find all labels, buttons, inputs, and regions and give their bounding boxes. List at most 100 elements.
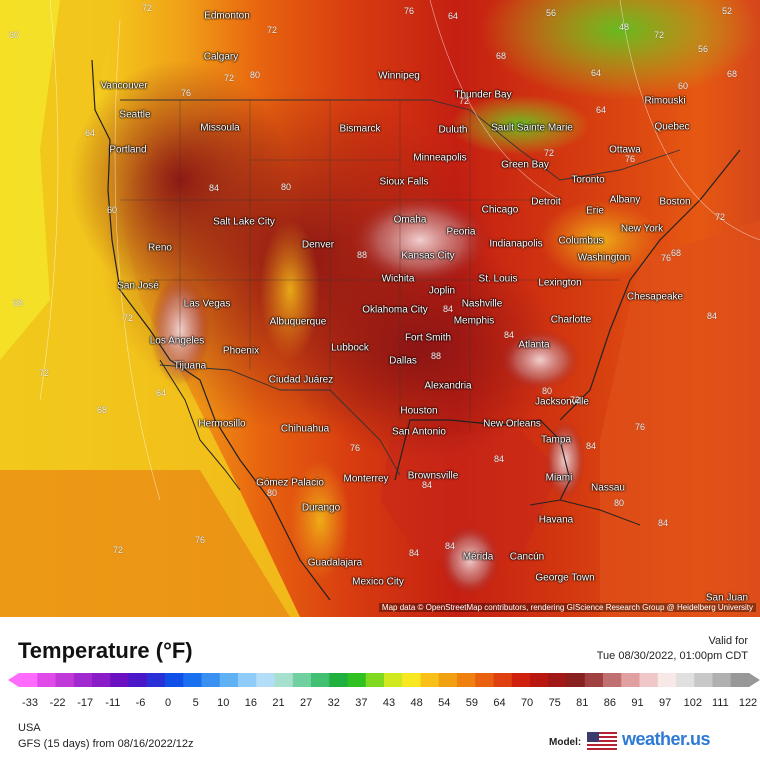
city-label: Albany <box>609 194 641 206</box>
city-label: San Antonio <box>392 426 446 438</box>
isotherm-label: 84 <box>421 480 433 490</box>
colorbar-swatch <box>712 673 732 687</box>
colorbar-swatch <box>256 673 275 687</box>
city-label: Lubbock <box>331 342 369 354</box>
city-label: Rimouski <box>644 95 686 107</box>
colorbar-tick-label: -33 <box>22 697 38 709</box>
colorbar-swatch <box>365 673 385 687</box>
isotherm-label: 84 <box>503 330 515 340</box>
city-label: Toronto <box>571 174 605 186</box>
city-label: Atlanta <box>518 339 550 351</box>
isotherm-label: 64 <box>595 105 607 115</box>
city-label: Salt Lake City <box>213 216 275 228</box>
gulf-of-mexico <box>380 430 560 560</box>
city-label: Quebec <box>654 121 690 133</box>
colorbar-swatch <box>311 673 330 687</box>
isotherm-label: 80 <box>266 488 278 498</box>
city-label: Columbus <box>558 235 604 247</box>
city-label: Ciudad Juárez <box>268 374 334 386</box>
city-label: Peoria <box>446 226 476 238</box>
model-run-label: GFS (15 days) from 08/16/2022/12z <box>18 738 194 750</box>
colorbar-swatch <box>219 673 239 687</box>
colorbar-swatch <box>73 673 93 687</box>
colorbar-swatch <box>694 673 713 687</box>
city-label: Fort Smith <box>404 332 452 344</box>
colorbar-swatch <box>566 673 586 687</box>
us-canada-border <box>120 99 681 181</box>
map-attribution[interactable]: Map data © OpenStreetMap contributors, r… <box>378 603 756 612</box>
city-label: Brownsville <box>407 470 459 482</box>
isotherm-label: 76 <box>349 443 361 453</box>
isotherm-label: 72 <box>223 73 235 83</box>
isotherm-label: 80 <box>541 386 553 396</box>
city-label: Kansas City <box>401 250 455 262</box>
isotherm-label: 64 <box>447 11 459 21</box>
city-label: Houston <box>400 405 438 417</box>
isotherm-label: 60 <box>106 205 118 215</box>
temperature-map[interactable]: Edmonton Calgary Winnipeg Vancouver Thunder … <box>0 0 760 617</box>
isotherm-label: 84 <box>657 518 669 528</box>
isotherm-label: 72 <box>458 96 470 106</box>
city-label: Oklahoma City <box>362 304 428 316</box>
colorbar-tick-label: 122 <box>738 697 758 709</box>
city-label: Erie <box>586 205 604 217</box>
city-label: Indianapolis <box>489 238 543 250</box>
colorbar-swatch <box>493 673 513 687</box>
colorbar-swatch <box>420 673 440 687</box>
isotherm-label: 84 <box>208 183 220 193</box>
colorbar-tick-label: 97 <box>659 697 672 709</box>
valid-time: Tue 08/30/2022, 01:00pm CDT <box>596 650 748 662</box>
city-label: Sault Sainte Marie <box>491 122 573 134</box>
colorbar-tick-label: 48 <box>410 697 423 709</box>
isotherm-label: 76 <box>403 6 415 16</box>
isotherm-label: 72 <box>543 148 555 158</box>
city-label: Minneapolis <box>413 152 467 164</box>
colorbar-swatch <box>657 673 677 687</box>
isotherm-label: 76 <box>624 154 636 164</box>
city-label: Mexico City <box>352 576 404 588</box>
city-label: San José <box>117 280 159 292</box>
colorbar-tick-label: 21 <box>272 697 285 709</box>
us-flag-icon <box>587 732 617 750</box>
colorbar-swatch <box>530 673 549 687</box>
isotherm-label: 72 <box>122 313 134 323</box>
colorbar-tick-label: 91 <box>631 697 644 709</box>
colorbar-swatch <box>274 673 294 687</box>
isotherm-label: 88 <box>356 250 368 260</box>
colorbar-tick-label: 43 <box>382 697 396 709</box>
isotherm-label: 72 <box>653 30 665 40</box>
gulf-coast <box>394 419 571 501</box>
colorbar-max-arrow <box>749 673 760 687</box>
city-label: Las Vegas <box>183 298 231 310</box>
weather-us-logo[interactable]: weather.us <box>622 729 711 749</box>
colorbar-tick-label: 32 <box>327 697 340 709</box>
city-label: Memphis <box>453 315 495 327</box>
city-label: Portland <box>109 144 147 156</box>
pacific-ocean-warm <box>0 470 290 617</box>
colorbar-swatch <box>292 673 312 687</box>
isotherm-label: 72 <box>266 25 278 35</box>
city-label: Tijuana <box>173 360 207 372</box>
colorbar-swatch <box>329 673 348 687</box>
city-label: Guadalajara <box>307 557 363 569</box>
isotherm-label: 76 <box>634 422 646 432</box>
colorbar-tick-label: -22 <box>49 697 66 709</box>
colorbar-tick-label: 37 <box>355 697 368 709</box>
isotherm-label: 80 <box>280 182 292 192</box>
isotherm-label: 64 <box>84 128 96 138</box>
city-label: Boston <box>659 196 691 208</box>
isotherm-label: 56 <box>697 44 709 54</box>
colorbar-swatch <box>238 673 257 687</box>
colorbar-swatch <box>146 673 166 687</box>
city-label: Bismarck <box>339 123 381 135</box>
city-label: Green Bay <box>501 159 549 171</box>
city-label: St. Louis <box>478 273 518 285</box>
colorbar-tick-label: 111 <box>712 697 729 709</box>
us-mexico-border <box>159 364 401 476</box>
baja-coast <box>159 359 241 491</box>
isotherm-lines <box>39 0 760 501</box>
colorbar-tick-label: 10 <box>217 697 230 709</box>
colorbar-tick-label: 59 <box>465 697 478 709</box>
colorbar-swatch <box>639 673 659 687</box>
city-label: New York <box>620 223 664 235</box>
